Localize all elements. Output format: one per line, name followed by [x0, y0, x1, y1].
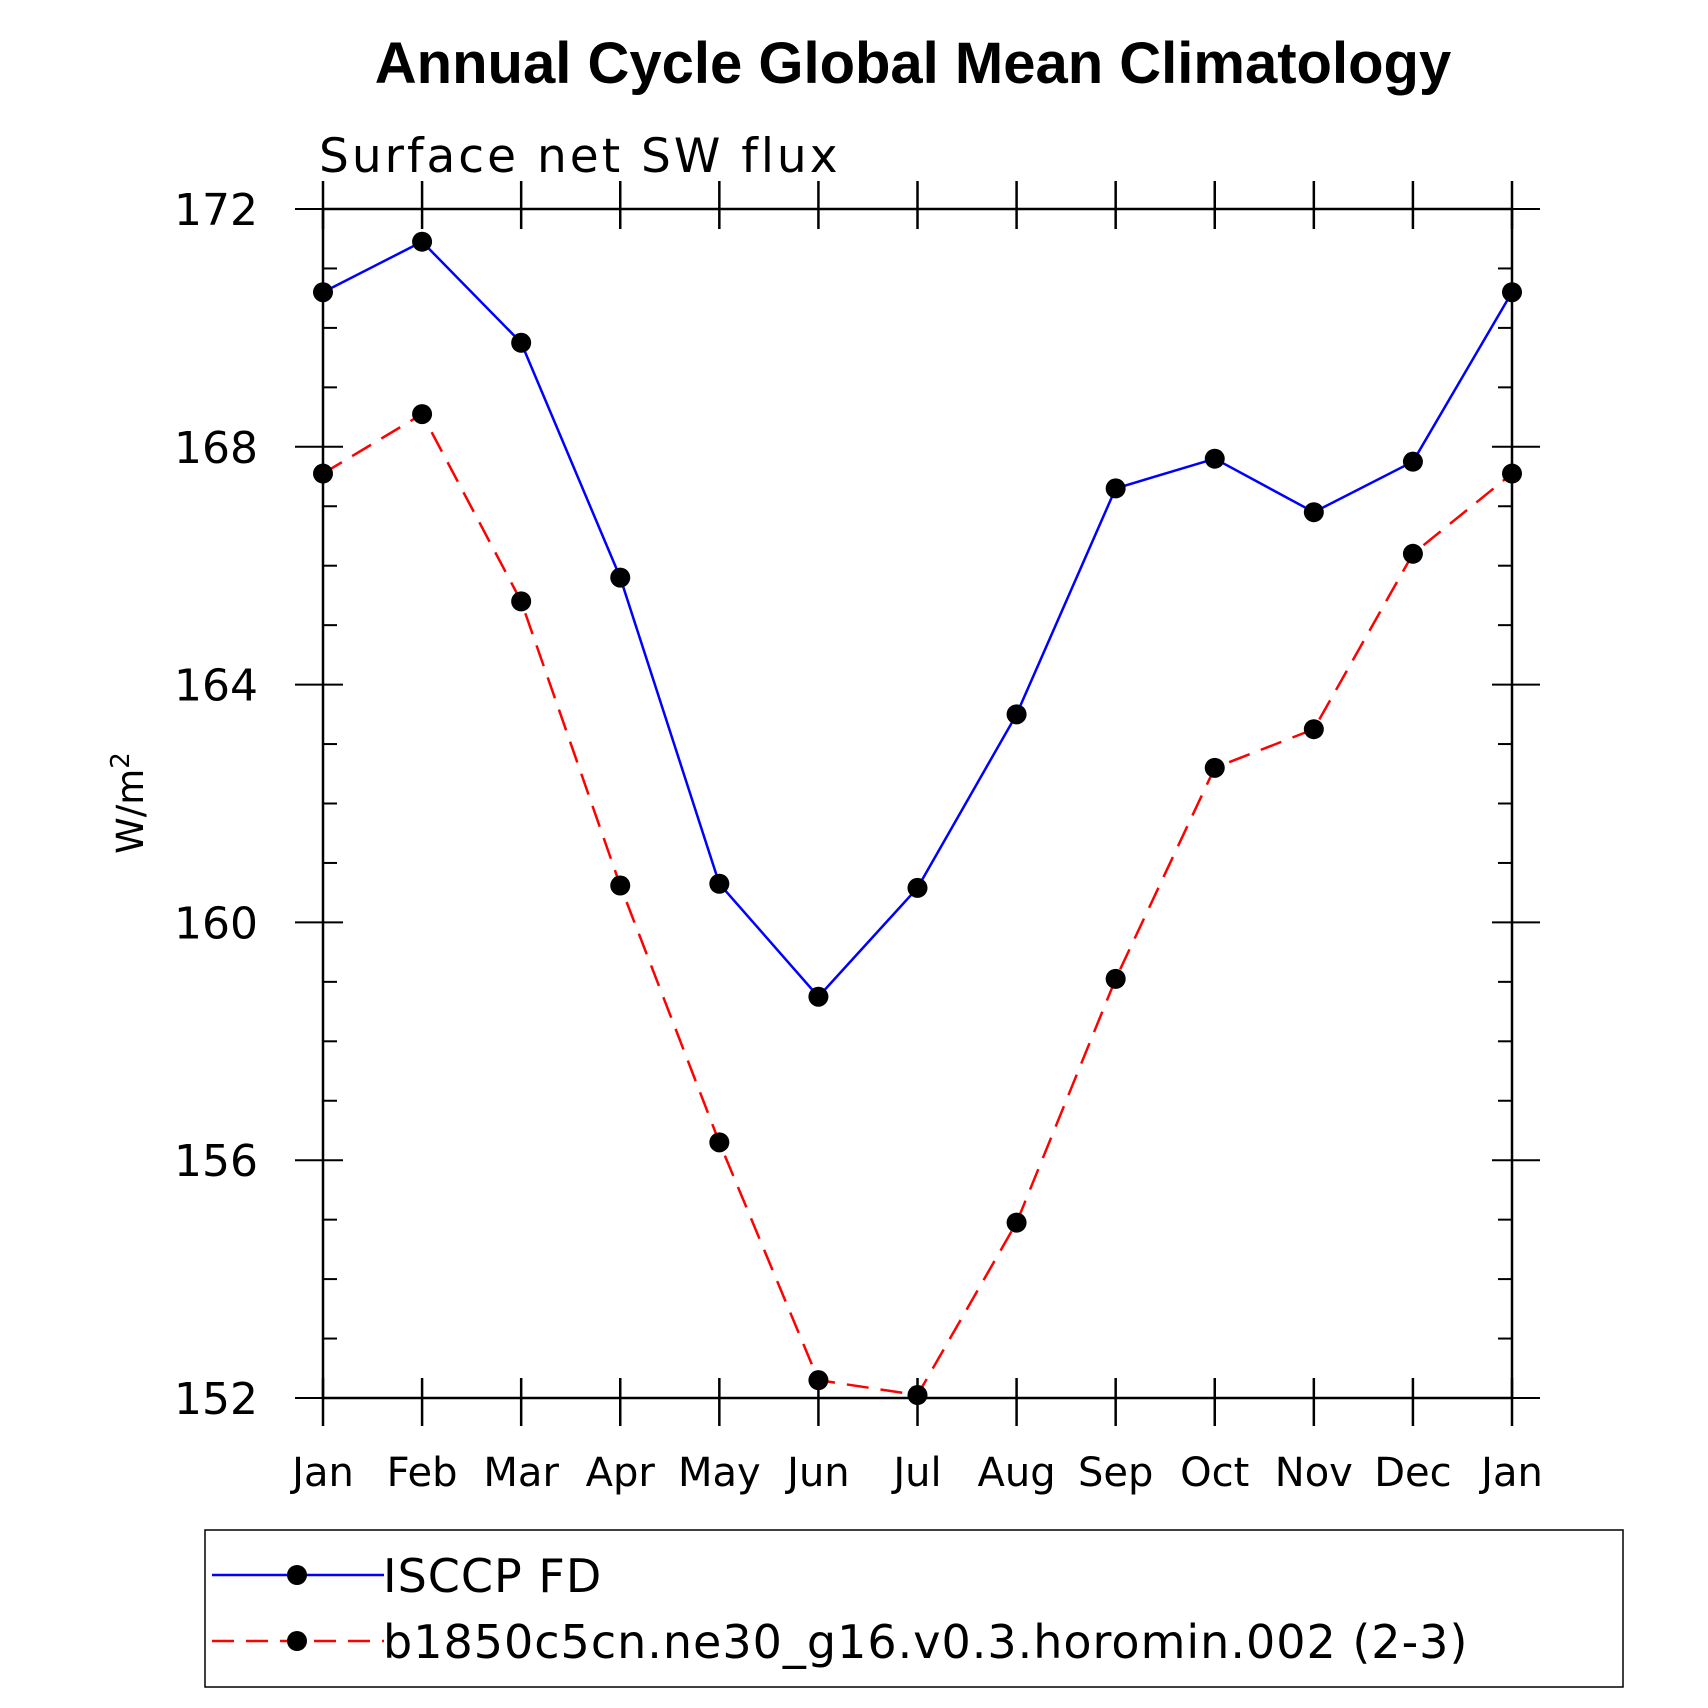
plot-area: [321, 207, 1514, 1400]
y-axis-label: W/m2: [106, 752, 152, 854]
x-tick-label: Jan: [289, 1450, 354, 1496]
legend-label-isccp: ISCCP FD: [383, 1549, 602, 1603]
series-0-point: [1502, 282, 1522, 303]
axis-ticks: [295, 181, 1540, 1426]
series-0-point: [1204, 448, 1225, 469]
y-tick-label: 172: [174, 185, 258, 236]
x-tick-label: Oct: [1180, 1450, 1249, 1496]
series-1-point: [808, 1370, 829, 1391]
series-0-point: [1006, 704, 1027, 725]
series-0-point: [808, 986, 829, 1007]
legend-box: [204, 1529, 1624, 1688]
series-1-point: [1204, 757, 1225, 778]
x-tick-label: Apr: [586, 1450, 656, 1496]
series-0-point: [1105, 478, 1126, 499]
series-0-point: [610, 567, 631, 588]
x-tick-label: Aug: [978, 1450, 1056, 1496]
x-tick-label: Jun: [784, 1450, 850, 1496]
plot-border: [321, 207, 1514, 1400]
series-0-point: [412, 231, 433, 252]
series-1-point: [1105, 968, 1126, 989]
series-1-point: [1006, 1212, 1027, 1233]
y-axis-label-superscript: 2: [106, 752, 136, 769]
x-tick-label: Jan: [1478, 1450, 1543, 1496]
series-1-point: [709, 1132, 730, 1153]
legend-marker-isccp: [287, 1565, 307, 1585]
svg-text:W/m2: W/m2: [106, 752, 152, 854]
series-1-point: [1402, 543, 1423, 564]
chart-title: Annual Cycle Global Mean Climatology: [375, 31, 1451, 96]
series-1-point: [313, 463, 333, 484]
y-tick-label: 156: [174, 1136, 258, 1187]
series-0-point: [511, 332, 532, 353]
series-layer: [313, 231, 1522, 1406]
series-0-point: [313, 282, 333, 303]
legend-marker-model: [287, 1631, 307, 1651]
tick-labels: Jan Feb Mar Apr May Jun Jul Aug Sep Oct Nov Dec Jan 1…: [174, 185, 1543, 1496]
y-axis-label-base: W/m: [109, 769, 152, 854]
series-0-point: [1402, 451, 1423, 472]
x-tick-label: Nov: [1275, 1450, 1353, 1496]
series-1-point: [412, 404, 433, 425]
series-1-point: [1303, 719, 1324, 740]
x-tick-label: Dec: [1374, 1450, 1451, 1496]
series-0-point: [907, 877, 928, 898]
y-tick-label: 160: [174, 898, 258, 949]
x-tick-label: May: [678, 1450, 761, 1496]
y-tick-label: 152: [174, 1374, 258, 1425]
series-1-point: [1502, 463, 1522, 484]
series-1-point: [511, 591, 532, 612]
series-0-point: [709, 873, 730, 894]
x-tick-label: Jul: [890, 1450, 941, 1496]
y-tick-label: 164: [174, 661, 258, 712]
legend: ISCCP FD b1850c5cn.ne30_g16.v0.3.horomin…: [204, 1529, 1624, 1688]
series-1-point: [610, 875, 631, 896]
x-tick-label: Feb: [387, 1450, 458, 1496]
series-1-point: [907, 1385, 928, 1406]
series-line-1: [322, 412, 1513, 1397]
series-0-point: [1303, 502, 1324, 523]
x-tick-label: Mar: [483, 1450, 559, 1496]
y-tick-label: 168: [174, 423, 258, 474]
x-tick-label: Sep: [1078, 1450, 1153, 1496]
legend-label-model: b1850c5cn.ne30_g16.v0.3.horomin.002 (2-3…: [383, 1615, 1468, 1669]
chart-subtitle: Surface net SW flux: [319, 129, 841, 184]
